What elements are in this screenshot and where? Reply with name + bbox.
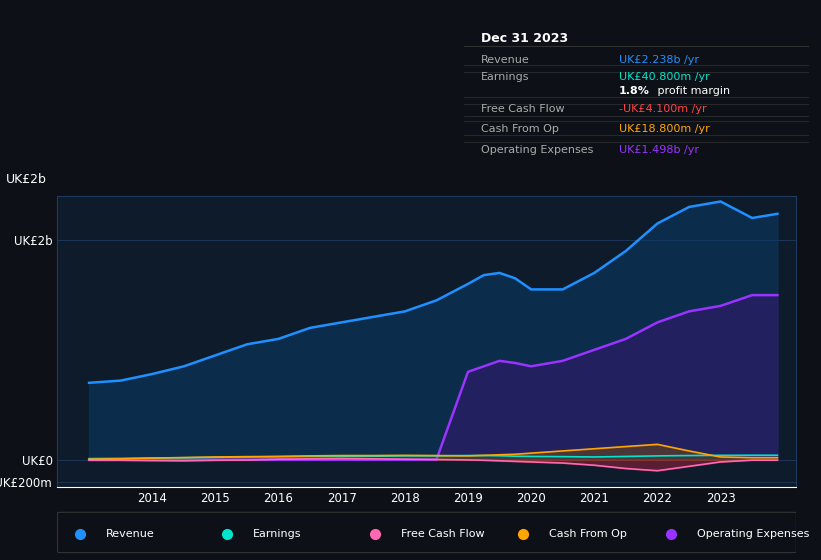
- Text: Cash From Op: Cash From Op: [481, 124, 559, 134]
- Text: UK£40.800m /yr: UK£40.800m /yr: [619, 72, 710, 82]
- Text: 1.8%: 1.8%: [619, 86, 650, 96]
- Text: Free Cash Flow: Free Cash Flow: [481, 104, 565, 114]
- Text: Revenue: Revenue: [106, 529, 154, 539]
- Text: UK£18.800m /yr: UK£18.800m /yr: [619, 124, 710, 134]
- Text: profit margin: profit margin: [654, 86, 730, 96]
- Text: Free Cash Flow: Free Cash Flow: [401, 529, 484, 539]
- Text: UK£1.498b /yr: UK£1.498b /yr: [619, 145, 699, 155]
- Text: Operating Expenses: Operating Expenses: [697, 529, 809, 539]
- Text: Earnings: Earnings: [254, 529, 302, 539]
- Text: Earnings: Earnings: [481, 72, 530, 82]
- Text: UK£2.238b /yr: UK£2.238b /yr: [619, 55, 699, 65]
- Text: -UK£4.100m /yr: -UK£4.100m /yr: [619, 104, 707, 114]
- Text: Cash From Op: Cash From Op: [549, 529, 626, 539]
- Text: Dec 31 2023: Dec 31 2023: [481, 32, 568, 45]
- Text: Operating Expenses: Operating Expenses: [481, 145, 594, 155]
- Text: UK£2b: UK£2b: [6, 172, 47, 186]
- Text: Revenue: Revenue: [481, 55, 530, 65]
